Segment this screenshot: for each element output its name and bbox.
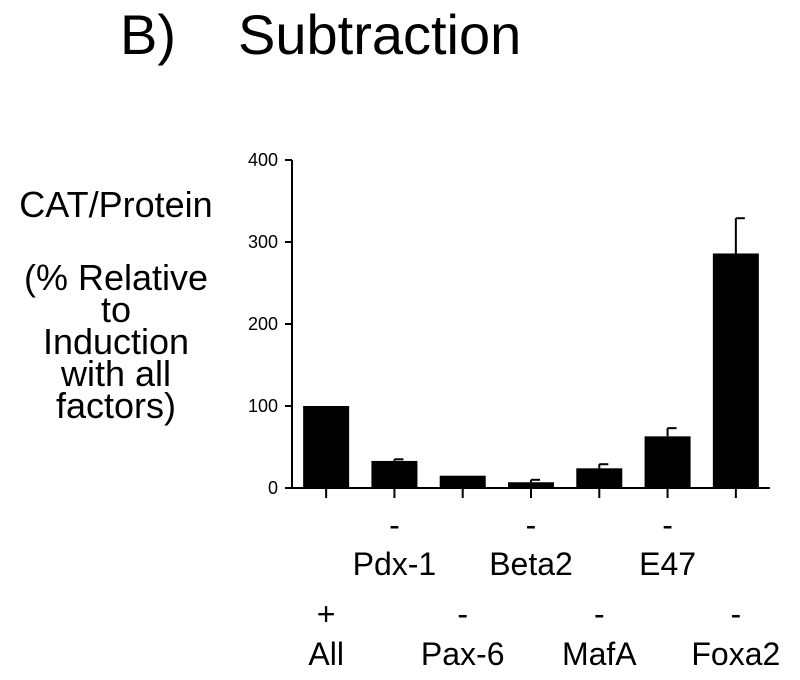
- y-axis-label: (% Relative to Induction with all factor…: [0, 257, 232, 426]
- bar: [644, 436, 691, 488]
- bars: [303, 217, 759, 488]
- category-label: Foxa2: [691, 636, 780, 672]
- category-label: All: [308, 636, 344, 672]
- y-axis-label-line-2: (% Relative: [23, 257, 209, 298]
- category-sign: -: [389, 507, 400, 543]
- category-label: E47: [639, 546, 696, 582]
- y-axis-label-line-5: with all: [60, 353, 172, 394]
- category-labels: +All-Pdx-1-Pax-6-Beta2-MafA-E47-Foxa2: [308, 507, 780, 672]
- bar: [508, 482, 554, 488]
- y-axis-label-line-3: to: [100, 289, 132, 330]
- category-label: MafA: [562, 636, 637, 672]
- bar: [439, 475, 486, 488]
- bar: [303, 406, 350, 488]
- category-label: Pax-6: [421, 636, 505, 672]
- y-tick-label: 100: [248, 396, 278, 416]
- y-axis-label-line-6: factors): [55, 385, 177, 426]
- y-tick-label: 300: [248, 232, 278, 252]
- bar: [576, 468, 623, 488]
- category-sign: -: [731, 596, 742, 632]
- chart-title: Subtraction: [238, 3, 522, 66]
- panel-label: B): [120, 3, 176, 66]
- category-label: Beta2: [489, 546, 573, 582]
- y-tick-label: 200: [248, 314, 278, 334]
- y-axis-label-line-1: CAT/Protein: [19, 184, 213, 225]
- category-sign: -: [526, 507, 537, 543]
- category-label: Pdx-1: [353, 546, 437, 582]
- bar: [371, 460, 418, 488]
- category-sign: -: [594, 596, 605, 632]
- y-axis-label-line-4: Induction: [42, 321, 190, 362]
- y-tick-label: 400: [248, 150, 278, 170]
- bar: [712, 253, 759, 488]
- category-sign: -: [457, 596, 468, 632]
- category-sign: +: [317, 596, 336, 632]
- category-sign: -: [662, 507, 673, 543]
- y-tick-label: 0: [268, 478, 278, 498]
